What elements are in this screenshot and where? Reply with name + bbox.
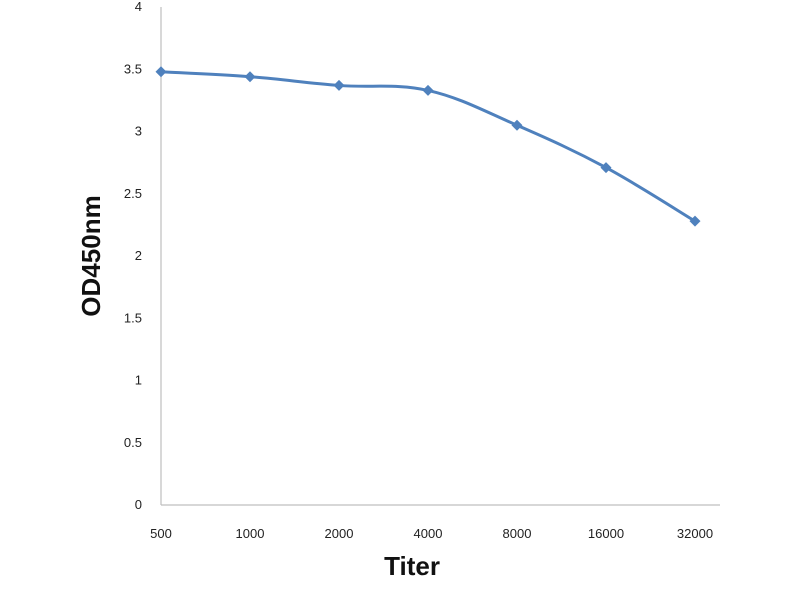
x-tick-label: 500	[150, 526, 172, 541]
data-point-marker	[422, 84, 434, 96]
series-layer	[155, 66, 701, 227]
axes	[160, 7, 720, 506]
y-tick-label: 2	[135, 248, 142, 263]
y-axis-title: OD450nm	[76, 195, 106, 316]
data-point-marker	[689, 215, 701, 227]
y-tick-label: 3	[135, 124, 142, 139]
data-point-marker	[600, 162, 612, 174]
y-tick-labels: 0 0.5 1 1.5 2 2.5 3 3.5 4	[124, 0, 142, 512]
data-point-marker	[511, 119, 523, 131]
x-tick-label: 8000	[503, 526, 532, 541]
y-tick-label: 0	[135, 497, 142, 512]
y-tick-label: 0.5	[124, 435, 142, 450]
y-tick-label: 4	[135, 0, 142, 14]
data-point-marker	[333, 79, 345, 91]
y-tick-label: 1.5	[124, 310, 142, 325]
x-tick-label: 16000	[588, 526, 624, 541]
x-tick-labels: 500 1000 2000 4000 8000 16000 32000	[150, 526, 713, 541]
y-tick-label: 2.5	[124, 186, 142, 201]
x-tick-label: 2000	[325, 526, 354, 541]
data-point-marker	[155, 66, 167, 78]
x-tick-label: 4000	[414, 526, 443, 541]
x-tick-label: 32000	[677, 526, 713, 541]
y-tick-label: 3.5	[124, 61, 142, 76]
data-point-marker	[244, 71, 256, 83]
x-tick-label: 1000	[236, 526, 265, 541]
y-tick-label: 1	[135, 373, 142, 388]
x-axis-title: Titer	[384, 551, 440, 581]
